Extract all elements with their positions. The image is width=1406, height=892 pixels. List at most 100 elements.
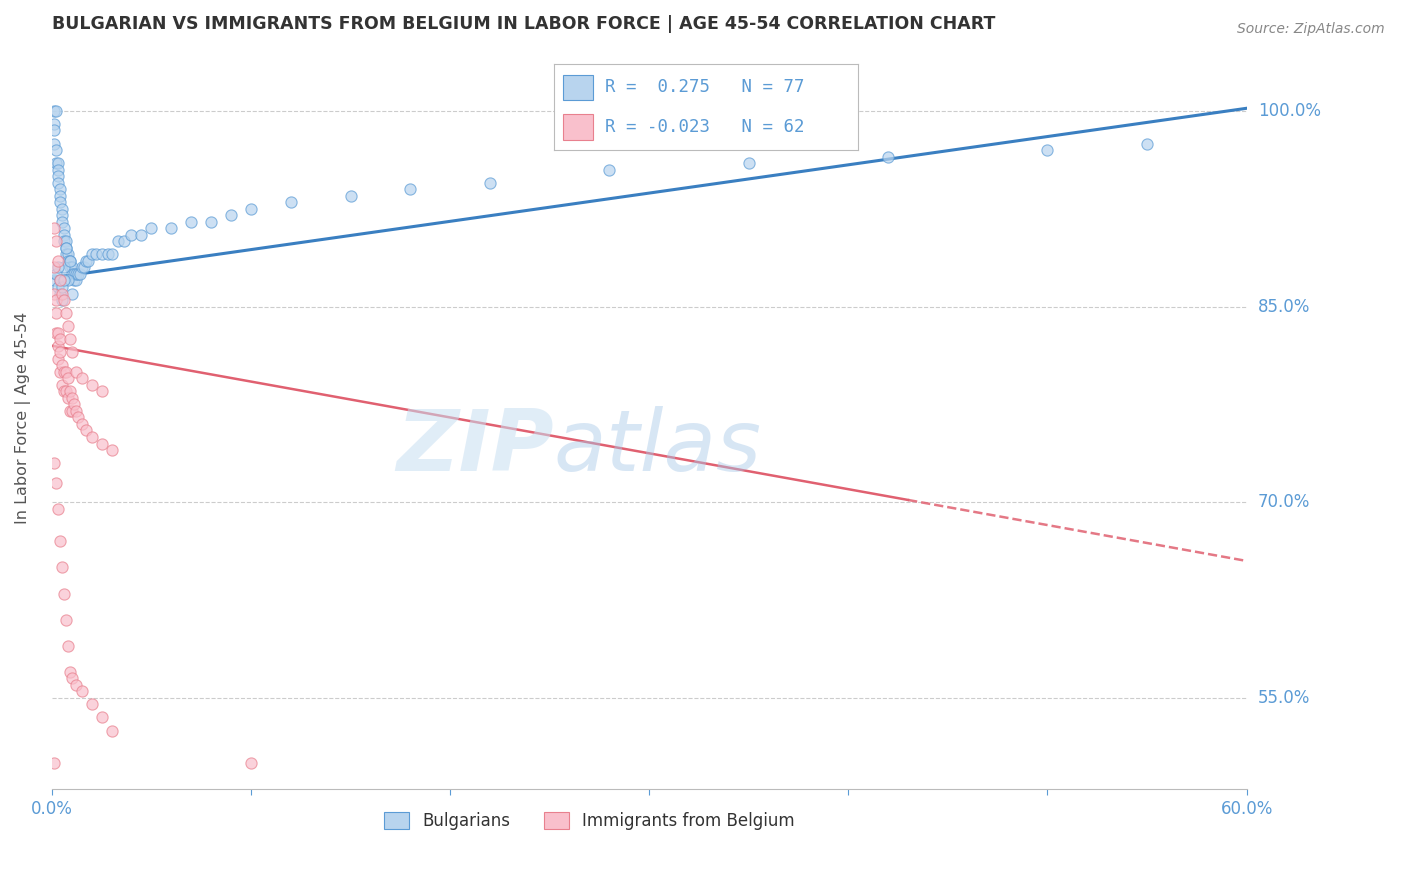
Point [45,235,67,249]
Point [42,117,65,131]
Point [66,267,89,281]
Point [70,417,93,431]
Point [59,384,82,399]
Point [52,260,75,275]
Point [59,332,82,346]
Point [49,345,72,359]
Point [45,306,67,320]
Point [51,208,73,222]
Point [75,424,97,438]
Point [160,221,183,235]
Point [59,404,82,418]
Point [51,377,73,392]
Point [45,293,67,307]
Point [1036,143,1059,157]
Point [46,260,69,275]
Point [52,227,75,242]
Point [56,391,79,405]
Point [45,326,67,340]
Point [51,560,73,574]
Point [52,221,75,235]
Point [60,391,83,405]
Point [51,293,73,307]
Point [70,260,93,275]
Point [49,534,72,549]
Point [42,136,65,151]
Point [239,202,262,216]
Point [56,319,79,334]
Point [70,371,93,385]
Text: 70.0%: 70.0% [1258,493,1310,511]
Point [51,280,73,294]
Point [55,235,77,249]
Point [55,365,77,379]
Point [51,358,73,372]
Point [399,182,422,196]
Point [55,241,77,255]
Point [49,182,72,196]
Point [90,436,112,450]
Point [52,586,75,600]
Point [60,671,83,685]
Point [42,456,65,470]
Point [339,188,361,202]
Point [55,613,77,627]
Point [60,345,83,359]
Text: 85.0%: 85.0% [1258,298,1310,316]
Point [75,253,97,268]
Point [70,684,93,698]
Point [46,253,69,268]
Point [46,176,69,190]
Point [65,404,87,418]
Point [51,286,73,301]
Point [46,162,69,177]
Point [65,365,87,379]
Point [60,267,83,281]
Point [45,475,67,490]
Point [51,202,73,216]
Point [42,260,65,275]
Point [65,273,87,287]
Point [62,397,84,411]
Text: Source: ZipAtlas.com: Source: ZipAtlas.com [1237,22,1385,37]
Point [90,247,112,261]
Point [56,247,79,261]
Point [97,247,120,261]
Point [62,273,84,287]
Point [280,195,302,210]
Point [239,756,262,771]
Y-axis label: In Labor Force | Age 45-54: In Labor Force | Age 45-54 [15,311,31,524]
Point [45,267,67,281]
Point [51,215,73,229]
Point [478,176,501,190]
Point [42,221,65,235]
Point [52,384,75,399]
Point [55,247,77,261]
Point [598,162,620,177]
Point [49,286,72,301]
Point [66,410,89,425]
Point [55,384,77,399]
Text: BULGARIAN VS IMMIGRANTS FROM BELGIUM IN LABOR FORCE | AGE 45-54 CORRELATION CHAR: BULGARIAN VS IMMIGRANTS FROM BELGIUM IN … [52,15,995,33]
Point [42,756,65,771]
Point [100,247,122,261]
Point [59,665,82,679]
Point [56,371,79,385]
Point [49,195,72,210]
Point [80,698,103,712]
Point [56,639,79,653]
Text: 55.0%: 55.0% [1258,689,1310,706]
Point [180,215,202,229]
Point [42,103,65,118]
Point [55,306,77,320]
Legend: Bulgarians, Immigrants from Belgium: Bulgarians, Immigrants from Belgium [377,805,801,837]
Point [121,227,143,242]
Text: 100.0%: 100.0% [1258,102,1320,120]
Text: atlas: atlas [554,406,762,489]
Point [46,351,69,366]
Point [112,235,135,249]
Point [73,260,96,275]
Text: ZIP: ZIP [396,406,554,489]
Point [60,286,83,301]
Point [62,267,84,281]
